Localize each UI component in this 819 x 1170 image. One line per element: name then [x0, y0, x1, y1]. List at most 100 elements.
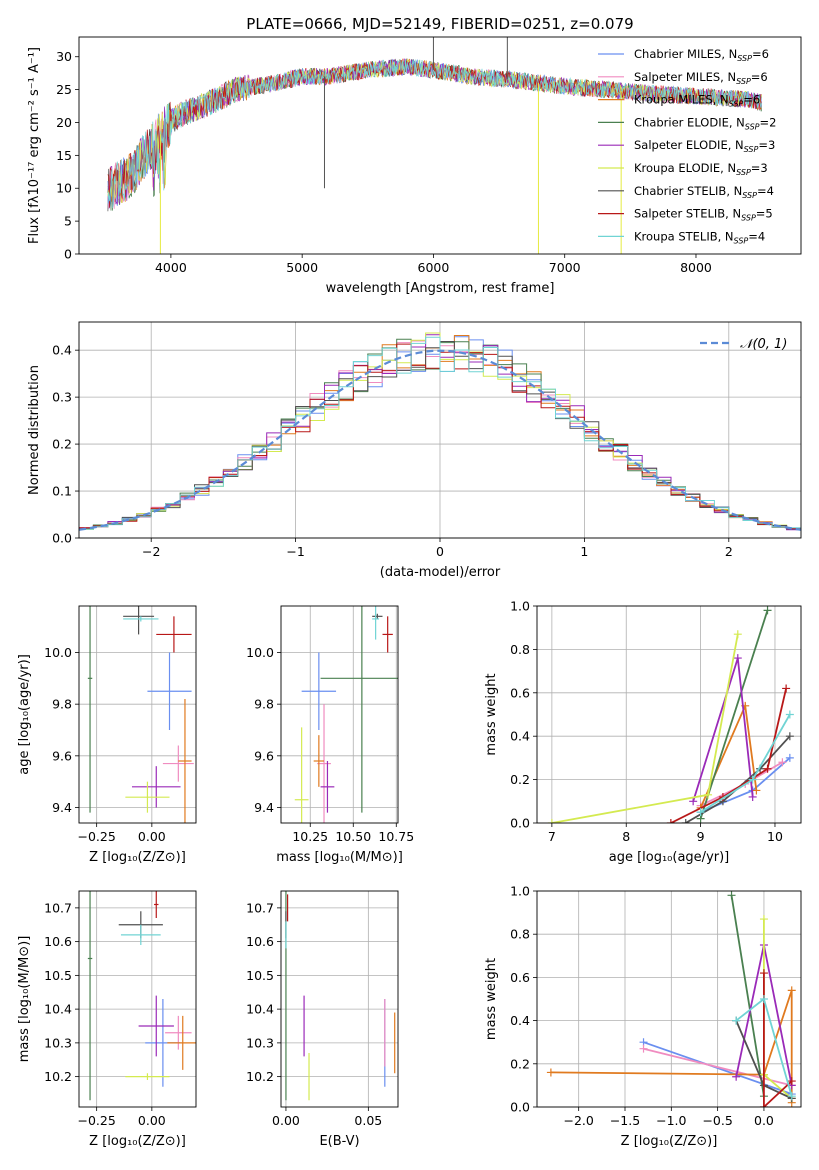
x-tick-label: 9: [697, 829, 705, 844]
weight-marker: [546, 1068, 555, 1077]
y-axis-label: age [log₁₀(age/yr)]: [17, 654, 32, 775]
weight-marker: [752, 786, 761, 795]
legend-label-sub: SSP: [742, 191, 757, 200]
y-tick-label: 0.2: [510, 1056, 530, 1071]
normal-reference-curve: [79, 349, 801, 531]
residuals-panel: −2 −1 0 1 2 0.0 0.1 0.2 0.3 0.4 (data-model)/error…: [27, 321, 802, 580]
weight-marker: [763, 764, 772, 773]
x-tick-label: 6000: [418, 260, 450, 275]
x-tick-label: −0.25: [78, 1113, 116, 1128]
x-tick-label: 0.0: [754, 1113, 774, 1128]
y-tick-label: 0.4: [52, 343, 72, 358]
y-tick-label: 10.5: [246, 968, 274, 983]
y-tick-label: 10.7: [246, 900, 274, 915]
y-tick-label: 10.0: [246, 645, 274, 660]
weight-marker: [748, 792, 757, 801]
x-tick-label: −2: [142, 544, 160, 559]
y-tick-label: 10.3: [246, 1035, 274, 1050]
legend-label-main: Kroupa MILES, N: [634, 93, 729, 107]
y-tick-label: 10.4: [246, 1002, 274, 1017]
y-tick-label: 0.8: [510, 642, 530, 657]
y-tick-label: 0.4: [510, 1013, 530, 1028]
y-tick-label: 0.2: [510, 772, 530, 787]
y-tick-label: 20: [56, 115, 72, 130]
y-tick-label: 0.8: [510, 927, 530, 942]
x-tick-label: 5000: [286, 260, 318, 275]
x-tick-label: −0.5: [702, 1113, 732, 1128]
weight-vs-age-panel: 7 8 9 10 0.0 0.2 0.4 0.6 0.8 1.0 age [log₁₀(age/yr…: [484, 599, 802, 865]
y-tick-label: 0.3: [52, 390, 72, 405]
y-tick-label: 10.0: [44, 645, 72, 660]
y-tick-label: 9.4: [52, 800, 72, 815]
legend-label: Kroupa STELIB, NSSP=4: [634, 229, 765, 245]
legend-label-sub: SSP: [745, 122, 760, 131]
weight-marker: [727, 891, 736, 900]
axes-frame: [78, 605, 197, 824]
weight-marker: [689, 797, 698, 806]
mass-vs-ebv-panel: 0.00 0.05 10.2 10.3 10.4 10.5 10.6 10.7 E(B-V): [246, 890, 399, 1149]
legend-label: Salpeter ELODIE, NSSP=3: [634, 138, 775, 154]
y-tick-label: 10.6: [246, 934, 274, 949]
legend-label-main: Salpeter MILES, N: [634, 70, 736, 84]
legend-label-main: Kroupa STELIB, N: [634, 229, 734, 243]
weight-marker: [782, 684, 791, 693]
legend-label: 𝒩(0, 1): [740, 337, 787, 352]
y-tick-label: 10.6: [44, 934, 72, 949]
x-tick-label: −1: [286, 544, 304, 559]
weight-line: [643, 1047, 792, 1087]
x-axis-label: Z [log₁₀(Z/Z⊙)]: [89, 850, 186, 865]
weight-marker: [547, 819, 556, 823]
legend-label: Salpeter MILES, NSSP=6: [634, 70, 768, 86]
legend-label-sub: SSP: [737, 54, 752, 63]
x-tick-label: 10: [767, 829, 783, 844]
legend-label-main: Kroupa ELODIE, N: [634, 161, 736, 175]
age-vs-Z-panel: −0.25 0.00 9.4 9.6 9.8 10.0 Z [log₁₀(Z/Z⊙)] age…: [17, 605, 197, 865]
weight-marker: [732, 1072, 741, 1081]
legend-label: Chabrier MILES, NSSP=6: [634, 47, 769, 63]
y-tick-label: 1.0: [510, 884, 530, 899]
axes-frame: [536, 605, 802, 824]
weight-marker: [763, 606, 772, 615]
y-tick-label: 9.8: [254, 697, 274, 712]
legend-label-value: =3: [751, 161, 768, 175]
x-tick-label: −1.5: [610, 1113, 640, 1128]
weight-vs-Z-lines: [546, 891, 796, 1107]
weight-marker: [785, 710, 794, 719]
y-tick-label: 9.4: [254, 800, 274, 815]
axes-frame: [280, 605, 399, 824]
legend-label-sub: SSP: [729, 100, 744, 109]
weight-line: [699, 610, 769, 819]
axes-frame: [78, 321, 802, 539]
legend-label-main: Salpeter STELIB, N: [634, 207, 741, 221]
y-tick-label: 9.6: [52, 748, 72, 763]
x-tick-label: 0.00: [138, 1113, 166, 1128]
mass-vs-ebv-errorbars: [285, 891, 396, 1101]
axes-frame: [536, 890, 802, 1108]
axes-frame: [280, 890, 399, 1108]
weight-marker: [748, 775, 757, 784]
legend-label-sub: SSP: [734, 236, 749, 245]
legend-label-main: Chabrier STELIB, N: [634, 184, 742, 198]
x-axis-label: (data-model)/error: [380, 565, 501, 580]
y-tick-label: 10.7: [44, 900, 72, 915]
spectrum-line: [107, 59, 762, 208]
y-tick-label: 0.0: [510, 1100, 530, 1115]
weight-marker: [759, 969, 768, 978]
x-axis-label: Z [log₁₀(Z/Z⊙)]: [621, 1134, 718, 1149]
x-axis-label: Z [log₁₀(Z/Z⊙)]: [89, 1134, 186, 1149]
weight-marker: [681, 819, 690, 823]
spectrum-title: PLATE=0666, MJD=52149, FIBERID=0251, z=0…: [246, 15, 633, 33]
legend-label: Chabrier STELIB, NSSP=4: [634, 184, 774, 200]
weight-marker: [759, 915, 768, 924]
x-tick-label: 0.05: [354, 1113, 382, 1128]
axes-frame: [78, 36, 802, 255]
weight-marker: [787, 1077, 796, 1086]
y-tick-label: 10.2: [44, 1069, 72, 1084]
y-tick-label: 10.3: [44, 1035, 72, 1050]
spectrum-lines: [107, 37, 762, 254]
weight-marker: [733, 654, 742, 663]
y-tick-label: 9.8: [52, 697, 72, 712]
legend-label-value: =3: [758, 138, 775, 152]
weight-line: [550, 990, 793, 1103]
y-tick-label: 10.2: [246, 1069, 274, 1084]
